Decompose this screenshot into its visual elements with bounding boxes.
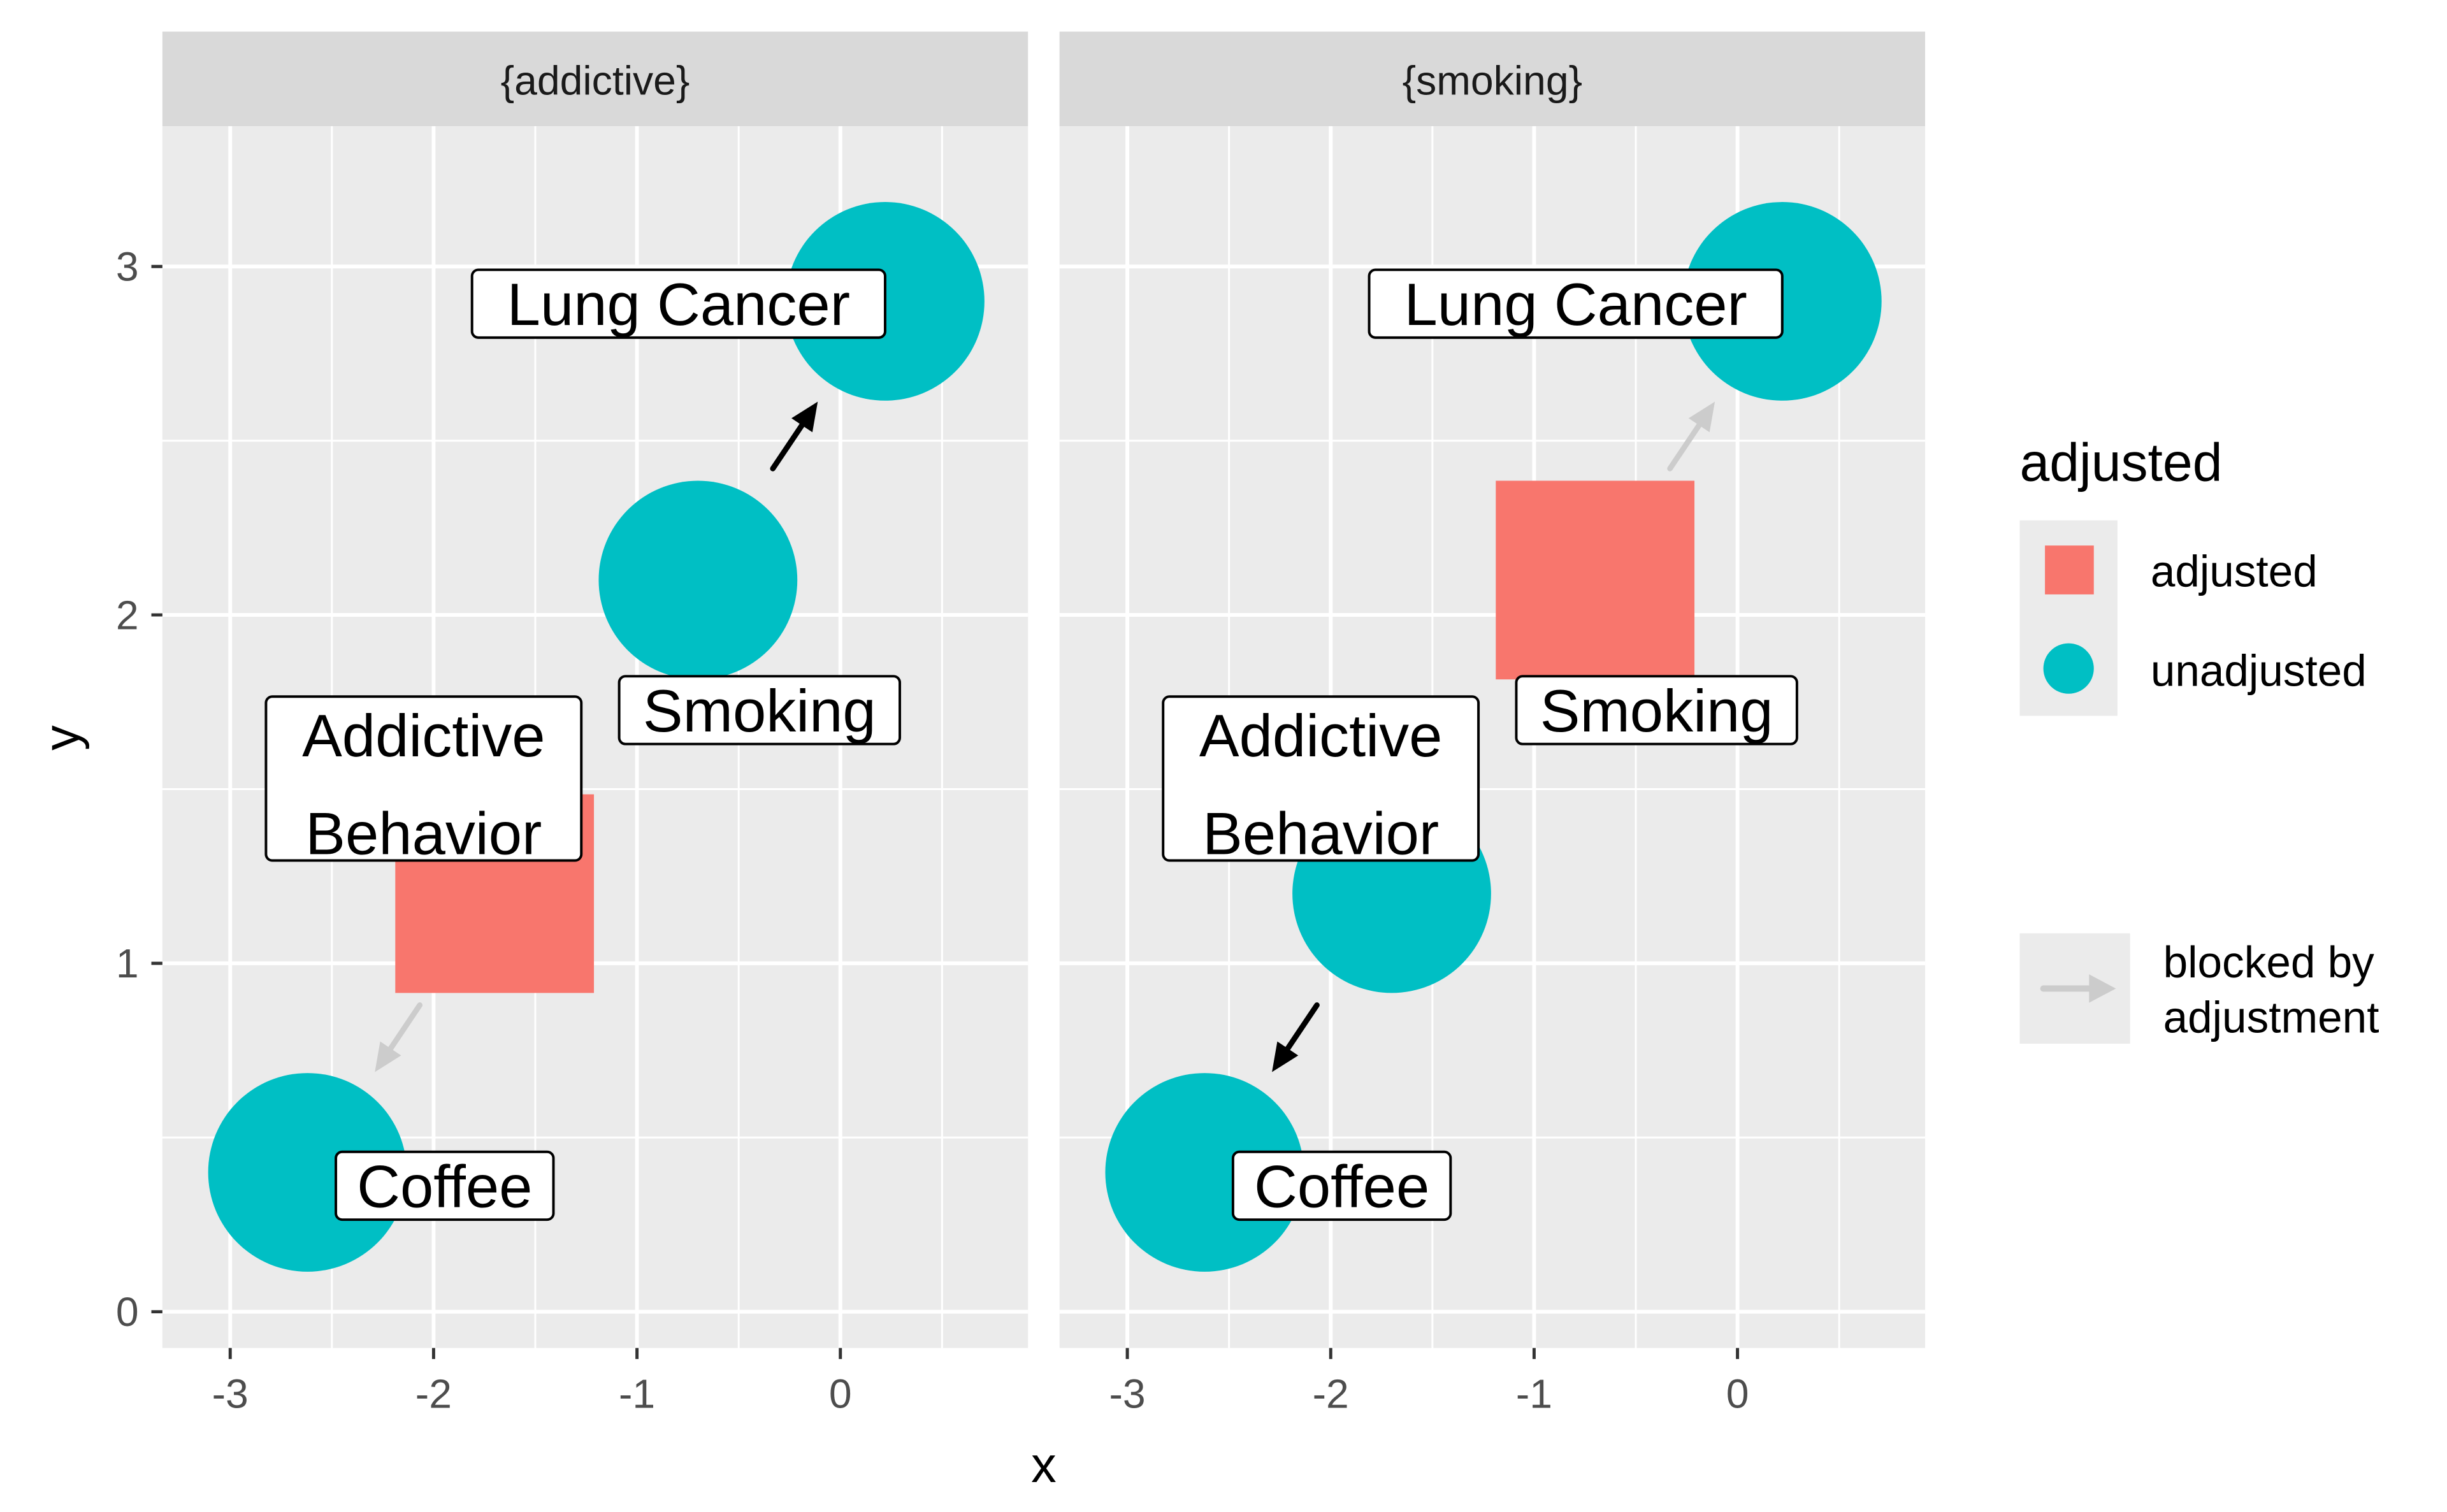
x-tick-label: -2 [415, 1371, 452, 1417]
node-label-box [335, 1150, 555, 1221]
edge-arrowhead [375, 1041, 401, 1072]
node-label: Lung Cancer [1404, 271, 1747, 338]
node-label-box [470, 268, 886, 339]
facet-strip [162, 31, 1029, 127]
facet-strip-label: {addictive} [501, 58, 690, 104]
x-tick-label: 0 [1726, 1371, 1749, 1417]
node-label: Coffee [357, 1153, 532, 1220]
legend-label-adjusted: adjusted [2151, 547, 2318, 596]
node-label: Coffee [1254, 1153, 1429, 1220]
node-label-line: Addictive [1199, 702, 1442, 769]
legend-label-unadjusted: unadjusted [2151, 645, 2367, 695]
legend-label-blocked-line2: adjustment [2163, 993, 2379, 1042]
y-tick-label: 2 [116, 592, 139, 638]
y-axis-title: y [33, 725, 90, 751]
node-label-box [1515, 675, 1798, 745]
legend: adjusted adjusted unadjusted blocked by adju… [2019, 433, 2379, 1044]
node-label-box [1162, 695, 1480, 862]
node-label-line: Behavior [1202, 800, 1439, 867]
node-label-line: Addictive [302, 702, 545, 769]
legend-adjusted-square-icon [2045, 545, 2094, 594]
edge-arrowhead [1688, 401, 1715, 433]
node-label: Lung Cancer [507, 271, 850, 338]
edge-arrowhead [791, 401, 818, 433]
facet-panel: {addictive} Lung Cancer Smoking Addictive Be… [162, 31, 1029, 1348]
legend-title: adjusted [2019, 433, 2222, 493]
x-tick-label: -2 [1313, 1371, 1349, 1417]
facet-strip-label: {smoking} [1403, 58, 1582, 104]
node-label-line: Behavior [305, 800, 542, 867]
x-tick-label: -1 [619, 1371, 655, 1417]
node-label-box [264, 695, 583, 862]
facet-panel: {smoking} Lung Cancer Smoking Addictive Beha… [1059, 31, 1926, 1348]
y-tick-label: 0 [116, 1289, 139, 1335]
x-tick-label: -3 [1109, 1371, 1145, 1417]
node-label: Smoking [643, 677, 876, 744]
node-adjusted-square [1496, 480, 1695, 680]
node-label: Addictive Behavior [1199, 702, 1442, 867]
x-tick-label: -3 [212, 1371, 249, 1417]
legend-label-blocked-line1: blocked by [2163, 937, 2375, 987]
axes: 0 1 2 3 -3 -2 -1 0 -3 -2 -1 0 x y [33, 244, 1749, 1493]
node-label: Addictive Behavior [302, 702, 545, 867]
y-tick-label: 3 [116, 244, 139, 290]
node-label-box [1231, 1150, 1452, 1221]
node-label: Smoking [1540, 677, 1773, 744]
legend-blocked-arrowhead-icon [2089, 974, 2116, 1003]
x-tick-label: -1 [1516, 1371, 1552, 1417]
legend-unadjusted-circle-icon [2043, 643, 2094, 694]
node-label-box [617, 675, 902, 745]
node-unadjusted-circle [598, 480, 798, 680]
node-label-box [1368, 268, 1784, 339]
x-tick-label: 0 [829, 1371, 852, 1417]
y-tick-label: 1 [116, 940, 139, 986]
facet-strip [1059, 31, 1926, 127]
facet-panels: {addictive} Lung Cancer Smoking Addictive Be… [162, 31, 1926, 1348]
edge-arrowhead [1272, 1041, 1299, 1072]
node-unadjusted-circle [208, 1073, 407, 1272]
node-unadjusted-circle [1105, 1073, 1304, 1272]
x-axis-title: x [1031, 1436, 1057, 1493]
